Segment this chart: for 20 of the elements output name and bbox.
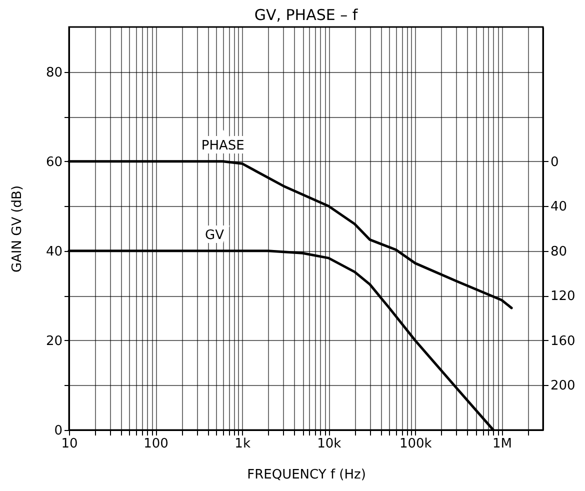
y2-tick-label: 120	[550, 289, 576, 304]
x-tick-label: 100	[144, 436, 168, 452]
y2-tick-label: 80	[550, 244, 568, 260]
y-tick-label: 80	[46, 65, 62, 80]
x-axis-title: FREQUENCY f (Hz)	[247, 468, 366, 482]
x-tick-label: 10k	[317, 436, 342, 452]
y-tick-label: 0	[54, 424, 62, 438]
y-tick-label: 20	[46, 334, 62, 349]
y2-tick-label: 0	[550, 154, 559, 170]
y2-tick-label: 200	[550, 378, 576, 394]
y-tick-label: 40	[46, 244, 62, 260]
x-tick-label: 100k	[399, 436, 432, 452]
y-axis-title: GAIN GV (dB)	[10, 185, 25, 273]
x-tick-label: 10	[61, 436, 78, 452]
x-tick-label: 1k	[234, 436, 251, 452]
y-tick-label: 60	[46, 154, 62, 170]
x-tick-label: 1M	[492, 436, 512, 452]
y2-tick-label: 40	[550, 200, 568, 215]
chart-title: GV, PHASE – f	[254, 6, 358, 24]
y2-tick-label: 160	[550, 334, 576, 349]
